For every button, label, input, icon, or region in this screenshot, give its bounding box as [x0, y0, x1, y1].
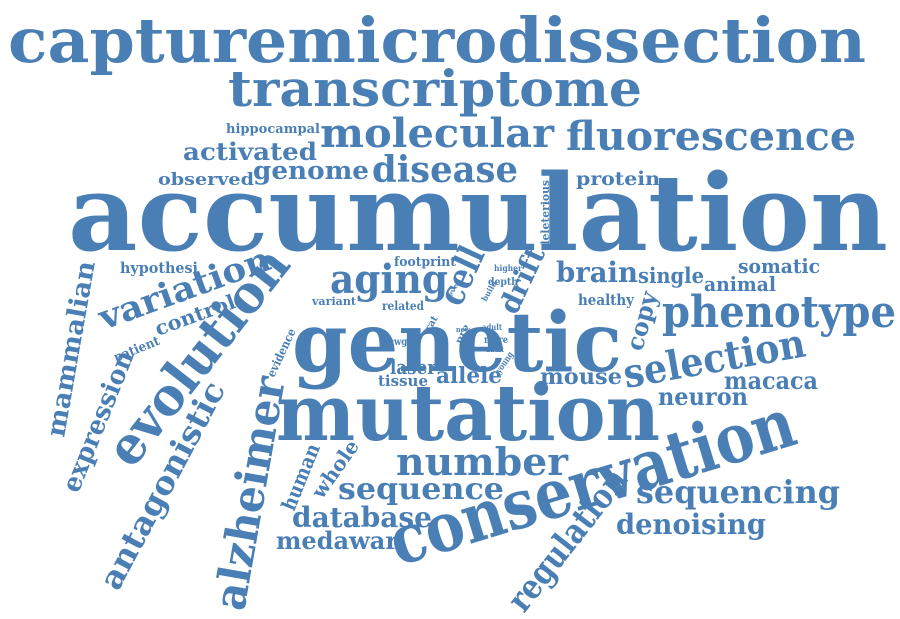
word-mutation: mutation [276, 368, 660, 459]
word-brain: brain [556, 256, 638, 289]
word-phenotype: phenotype [662, 287, 896, 338]
word-animal: animal [704, 272, 776, 296]
word-laser: laser [390, 355, 436, 379]
word-single: single [638, 263, 704, 288]
word-higher: higher [494, 263, 523, 273]
word-molecular: molecular [320, 110, 555, 157]
word-genome: genome [253, 156, 369, 185]
word-somatic: somatic [738, 254, 820, 278]
word-healthy: healthy [578, 291, 635, 309]
word-tissue: tissue [378, 372, 428, 390]
word-depth: depth [488, 277, 519, 288]
word-fluorescence: fluorescence [566, 113, 856, 160]
word-genetic: genetic [292, 295, 622, 391]
word-new: new [456, 325, 471, 334]
word-hypothesi: hypothesi [120, 259, 198, 277]
word-medawar: medawar [276, 526, 398, 555]
word-denoising: denoising [616, 508, 766, 541]
word-protein: protein [576, 168, 660, 190]
word-sequencing: sequencing [636, 473, 840, 511]
word-capturemicrodissection: capturemicrodissection [8, 4, 866, 77]
word-accumulation: accumulation [68, 150, 888, 275]
word-activated: activated [183, 137, 317, 166]
word-deleterious: deleterious [539, 180, 552, 248]
word-macaca: macaca [724, 366, 818, 395]
word-database: database [292, 501, 432, 534]
word-related: related [382, 299, 425, 313]
word-aging: aging [330, 256, 448, 303]
word-more: more [484, 335, 508, 346]
word-allele: allele [436, 363, 502, 389]
word-observed: observed [158, 170, 254, 190]
word-hippocampal: hippocampal [226, 122, 320, 137]
word-number: number [396, 439, 569, 484]
word-adult-small: adult [486, 345, 505, 354]
word-footprint: footprint [394, 255, 456, 270]
word-neuron: neuron [658, 382, 748, 411]
word-sequence: sequence [338, 472, 504, 507]
word-adult: adult [482, 322, 502, 332]
word-scwgs: scwgs [384, 337, 412, 348]
word-disease: disease [372, 149, 518, 191]
word-mouse: mouse [540, 364, 622, 390]
word-transcriptome: transcriptome [228, 59, 642, 118]
word-variant: variant [311, 295, 357, 308]
